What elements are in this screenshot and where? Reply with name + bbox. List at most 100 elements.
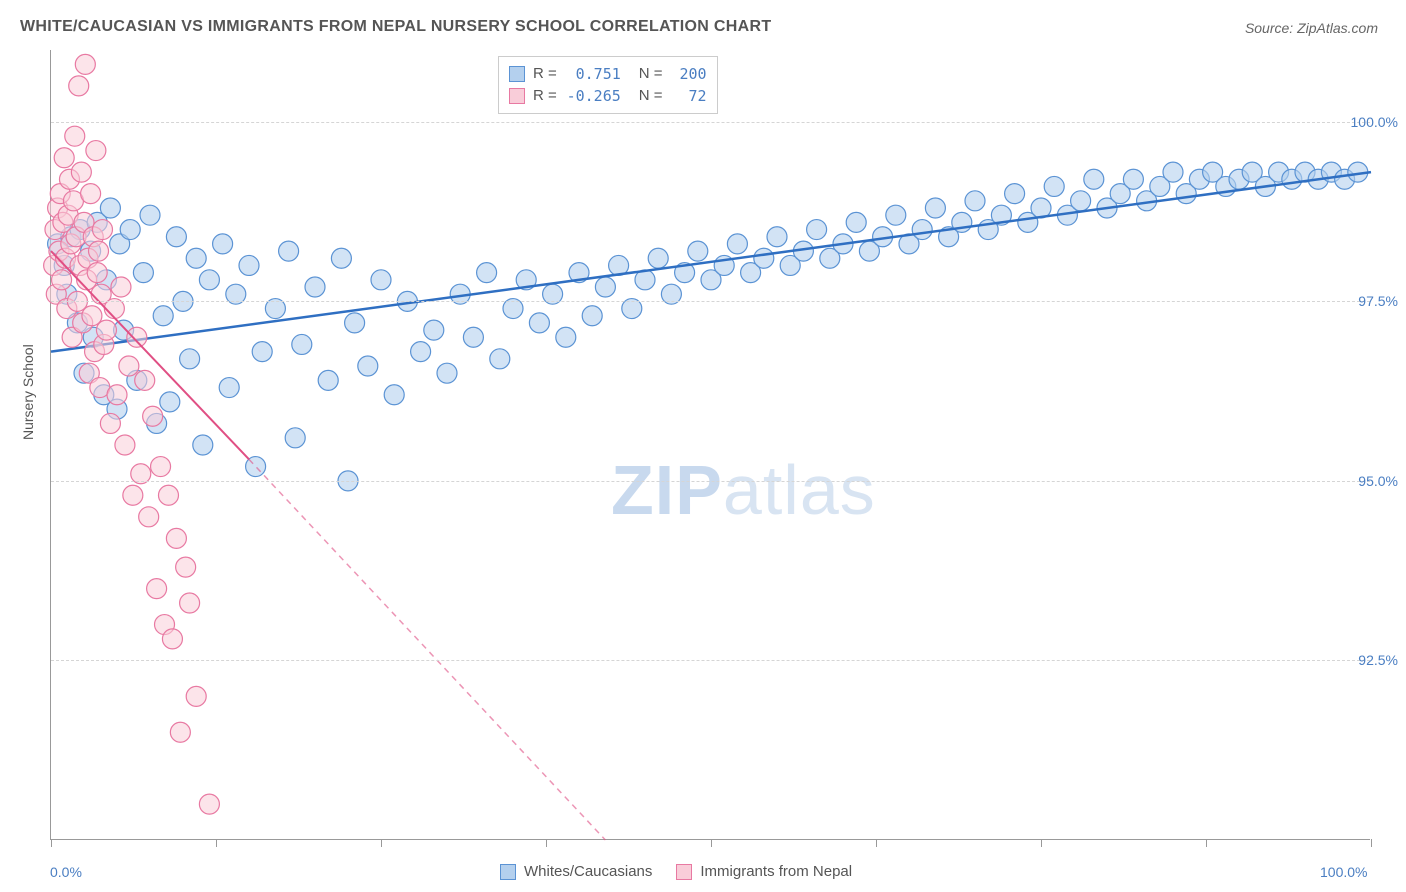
r-value: 0.751 <box>565 63 621 85</box>
data-point <box>186 686 206 706</box>
data-point <box>437 363 457 383</box>
data-point <box>688 241 708 261</box>
r-label: R = <box>533 63 557 85</box>
x-tick <box>711 839 712 847</box>
x-tick <box>546 839 547 847</box>
data-point <box>180 349 200 369</box>
x-tick <box>876 839 877 847</box>
data-point <box>52 270 72 290</box>
data-point <box>556 327 576 347</box>
gridline <box>51 122 1370 123</box>
legend-item: Whites/Caucasians <box>500 863 652 880</box>
data-point <box>119 356 139 376</box>
data-point <box>107 385 127 405</box>
data-point <box>111 277 131 297</box>
data-point <box>133 263 153 283</box>
data-point <box>305 277 325 297</box>
data-point <box>140 205 160 225</box>
data-point <box>160 392 180 412</box>
regression-line-dashed <box>249 459 605 840</box>
data-point <box>358 356 378 376</box>
data-point <box>180 593 200 613</box>
data-point <box>127 327 147 347</box>
data-point <box>147 579 167 599</box>
y-axis-label: Nursery School <box>20 344 36 440</box>
n-value: 200 <box>671 63 707 85</box>
data-point <box>96 320 116 340</box>
correlation-legend: R = 0.751 N = 200R = -0.265 N = 72 <box>498 56 718 114</box>
data-point <box>807 220 827 240</box>
legend-row: R =-0.265N =72 <box>509 85 707 107</box>
data-point <box>100 198 120 218</box>
data-point <box>582 306 602 326</box>
gridline <box>51 660 1370 661</box>
legend-row: R = 0.751 N = 200 <box>509 63 707 85</box>
n-value: 72 <box>671 85 707 107</box>
data-point <box>1084 169 1104 189</box>
series-legend: Whites/CaucasiansImmigrants from Nepal <box>500 863 852 880</box>
data-point <box>1163 162 1183 182</box>
data-point <box>115 435 135 455</box>
data-point <box>292 334 312 354</box>
data-point <box>186 248 206 268</box>
data-point <box>81 184 101 204</box>
data-point <box>886 205 906 225</box>
data-point <box>153 306 173 326</box>
data-point <box>69 76 89 96</box>
data-point <box>490 349 510 369</box>
n-label: N = <box>639 63 663 85</box>
data-point <box>1044 176 1064 196</box>
data-point <box>219 378 239 398</box>
legend-label: Whites/Caucasians <box>524 863 652 880</box>
y-tick-label: 100.0% <box>1351 114 1398 130</box>
data-point <box>158 485 178 505</box>
data-point <box>166 528 186 548</box>
y-tick-label: 95.0% <box>1358 473 1398 489</box>
data-point <box>199 794 219 814</box>
y-tick-label: 97.5% <box>1358 293 1398 309</box>
x-tick <box>51 839 52 847</box>
data-point <box>135 370 155 390</box>
data-point <box>143 406 163 426</box>
x-tick-label: 100.0% <box>1320 864 1367 880</box>
data-point <box>279 241 299 261</box>
data-point <box>75 54 95 74</box>
data-point <box>912 220 932 240</box>
data-point <box>252 342 272 362</box>
data-point <box>199 270 219 290</box>
n-label: N = <box>639 85 663 107</box>
data-point <box>86 141 106 161</box>
r-value: -0.265 <box>565 85 621 107</box>
x-tick <box>1206 839 1207 847</box>
data-point <box>92 220 112 240</box>
data-point <box>176 557 196 577</box>
x-tick <box>1041 839 1042 847</box>
data-point <box>139 507 159 527</box>
data-point <box>767 227 787 247</box>
legend-swatch <box>509 88 525 104</box>
data-point <box>123 485 143 505</box>
gridline <box>51 301 1370 302</box>
data-point <box>463 327 483 347</box>
data-point <box>424 320 444 340</box>
data-point <box>162 629 182 649</box>
data-point <box>331 248 351 268</box>
source-attribution: Source: ZipAtlas.com <box>1245 20 1378 36</box>
legend-swatch <box>500 864 516 880</box>
data-point <box>193 435 213 455</box>
data-point <box>477 263 497 283</box>
data-point <box>1005 184 1025 204</box>
chart-title: WHITE/CAUCASIAN VS IMMIGRANTS FROM NEPAL… <box>20 18 771 36</box>
chart-svg <box>51 50 1370 839</box>
x-tick <box>216 839 217 847</box>
source-name: ZipAtlas.com <box>1297 20 1378 36</box>
data-point <box>170 722 190 742</box>
data-point <box>384 385 404 405</box>
data-point <box>727 234 747 254</box>
data-point <box>529 313 549 333</box>
data-point <box>965 191 985 211</box>
x-tick <box>381 839 382 847</box>
data-point <box>318 370 338 390</box>
data-point <box>54 148 74 168</box>
gridline <box>51 481 1370 482</box>
